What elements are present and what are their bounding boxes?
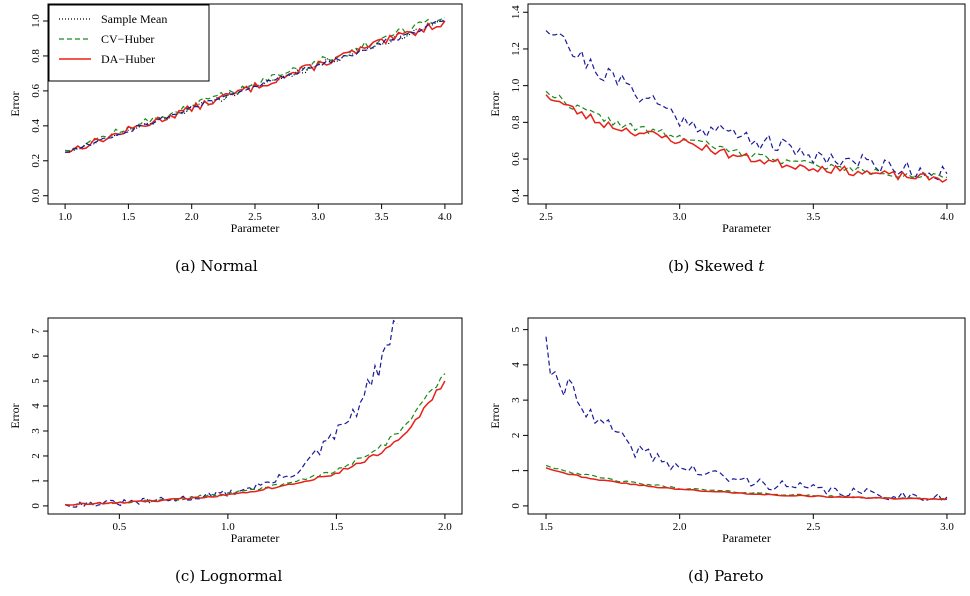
x-tick-label: 1.5 [122,211,136,223]
y-tick-label: 1.0 [510,78,522,92]
x-axis-label: Parameter [231,531,280,545]
caption-b-text: (b) Skewed [668,257,754,275]
plot-frame [527,317,966,515]
x-tick-label: 2.5 [248,211,262,223]
panel-c: 0.5 1.0 1.5 2.0 0 1 2 3 4 5 6 7 Parameter Error [8,317,463,545]
series-line [65,373,446,506]
y-tick-label: 0.0 [30,188,42,202]
series-line [65,20,445,153]
x-tick-label: 1.0 [221,521,235,533]
y-tick-label: 0.8 [30,49,42,63]
x-tick-label: 3.0 [311,211,325,223]
x-axis-label: Parameter [231,221,280,235]
y-tick-label: 1.2 [510,42,522,56]
y-tick-label: 3 [510,397,522,403]
y-tick-label: 0.4 [510,188,522,202]
series-line [545,336,948,503]
y-tick-label: 0 [30,503,42,509]
y-tick-label: 0.6 [510,152,522,166]
y-tick-label: 1.4 [510,5,522,19]
y-axis-label: Error [8,403,22,428]
x-tick-label: 3.0 [673,211,687,223]
y-tick-label: 0 [510,503,522,509]
caption-d: (d) Pareto [688,567,764,585]
y-axis-label: Error [488,403,502,428]
x-tick-label: 2.0 [185,211,199,223]
series-line [65,380,446,506]
y-tick-label: 0.4 [30,118,42,132]
series-line [545,94,948,183]
y-tick-label: 5 [510,326,522,332]
y-tick-label: 3 [30,428,42,434]
y-tick-label: 2 [510,433,522,439]
x-tick-label: 3.5 [375,211,389,223]
x-axis-label: Parameter [722,221,771,235]
x-tick-label: 1.0 [58,211,72,223]
y-tick-label: 7 [30,328,42,334]
x-tick-label: 2.0 [673,521,687,533]
y-axis-label: Error [8,91,22,116]
x-tick-label: 0.5 [112,521,126,533]
legend-label: Sample Mean [101,12,167,26]
y-tick-label: 6 [30,353,42,359]
panel-b: 2.5 3.0 3.5 4.0 0.4 0.6 0.8 1.0 1.2 1.4 Parameter E… [488,3,966,235]
series-line [545,467,948,501]
series-line [545,90,948,179]
series-line [545,30,948,181]
x-tick-label: 2.5 [806,521,820,533]
y-tick-label: 1 [30,478,42,484]
legend-box [48,4,210,82]
x-axis-label: Parameter [722,531,771,545]
x-tick-label: 1.5 [539,521,553,533]
y-tick-label: 0.6 [30,84,42,98]
caption-b: (b) Skewed t [668,257,764,275]
caption-a: (a) Normal [175,257,258,275]
x-tick-label: 1.5 [330,521,344,533]
x-tick-label: 4.0 [438,211,452,223]
caption-b-italic: t [758,257,765,275]
y-tick-label: 1.0 [30,14,42,28]
plot-frame [47,317,463,515]
x-tick-label: 2.0 [438,521,452,533]
y-tick-label: 4 [510,362,522,368]
y-tick-label: 1 [510,468,522,474]
plot-frame [527,3,966,205]
y-tick-label: 2 [30,453,42,459]
x-tick-label: 3.5 [806,211,820,223]
x-tick-label: 4.0 [940,211,954,223]
x-tick-label: 3.0 [940,521,954,533]
y-axis-label: Error [488,91,502,116]
series-line [65,20,446,154]
y-tick-label: 4 [30,403,42,409]
legend-label: CV−Huber [101,32,154,46]
x-tick-label: 2.5 [539,211,553,223]
caption-c: (c) Lognormal [175,567,283,585]
y-tick-label: 5 [30,378,42,384]
y-tick-label: 0.2 [30,154,42,168]
legend-label: DA−Huber [101,52,155,66]
panel-d: 1.5 2.0 2.5 3.0 0 1 2 3 4 5 Parameter Error [488,317,966,545]
series-line [64,319,398,508]
y-tick-label: 0.8 [510,115,522,129]
panel-a: 1.0 1.5 2.0 2.5 3.0 3.5 4.0 0.0 0.2 0.4 0.6 0.8 1.0 P… [8,3,463,235]
